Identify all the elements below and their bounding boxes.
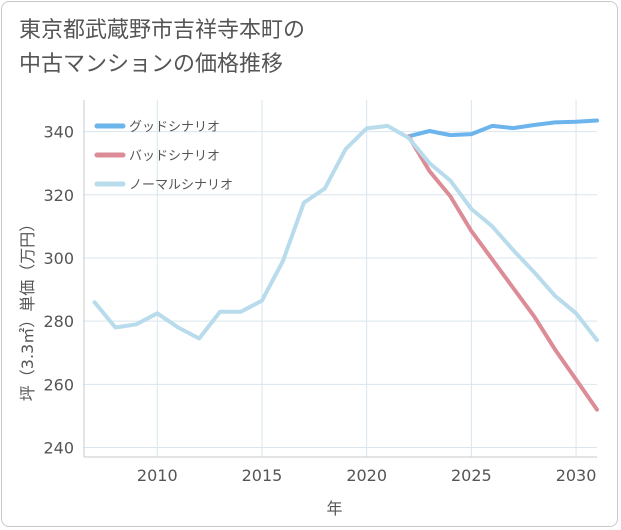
title-line-2: 中古マンションの価格推移 bbox=[19, 52, 284, 77]
title-line-1: 東京都武蔵野市吉祥寺本町の bbox=[19, 18, 306, 43]
y-tick-label-340: 340 bbox=[43, 123, 74, 142]
y-tick-label-240: 240 bbox=[43, 439, 74, 458]
x-tick-label-2010: 2010 bbox=[137, 466, 178, 485]
legend-label-normal: ノーマルシナリオ bbox=[129, 178, 233, 193]
y-tick-label-300: 300 bbox=[43, 249, 74, 268]
tick-labels: 2010 2015 2020 2025 2030 240 260 280 300 320 340 bbox=[43, 123, 596, 485]
x-tick-label-2020: 2020 bbox=[346, 466, 387, 485]
series-line-normal bbox=[92, 123, 599, 343]
y-tick-label-280: 280 bbox=[43, 312, 74, 331]
axes bbox=[83, 100, 597, 458]
series-lines bbox=[92, 118, 599, 412]
legend-label-good: グッドシナリオ bbox=[129, 120, 220, 135]
x-tick-label-2015: 2015 bbox=[242, 466, 283, 485]
x-tick-label-2025: 2025 bbox=[451, 466, 492, 485]
y-tick-label-260: 260 bbox=[43, 375, 74, 394]
series-line-good bbox=[406, 118, 599, 139]
y-axis-label: 坪（3.3㎡）単価（万円） bbox=[18, 216, 37, 401]
x-axis-label: 年 bbox=[326, 499, 342, 518]
chart-title: 東京都武蔵野市吉祥寺本町の 中古マンションの価格推移 bbox=[19, 14, 305, 82]
x-tick-label-2030: 2030 bbox=[556, 466, 597, 485]
legend-label-bad: バッドシナリオ bbox=[129, 149, 220, 164]
y-tick-label-320: 320 bbox=[43, 186, 74, 205]
series-line-bad bbox=[406, 134, 599, 412]
